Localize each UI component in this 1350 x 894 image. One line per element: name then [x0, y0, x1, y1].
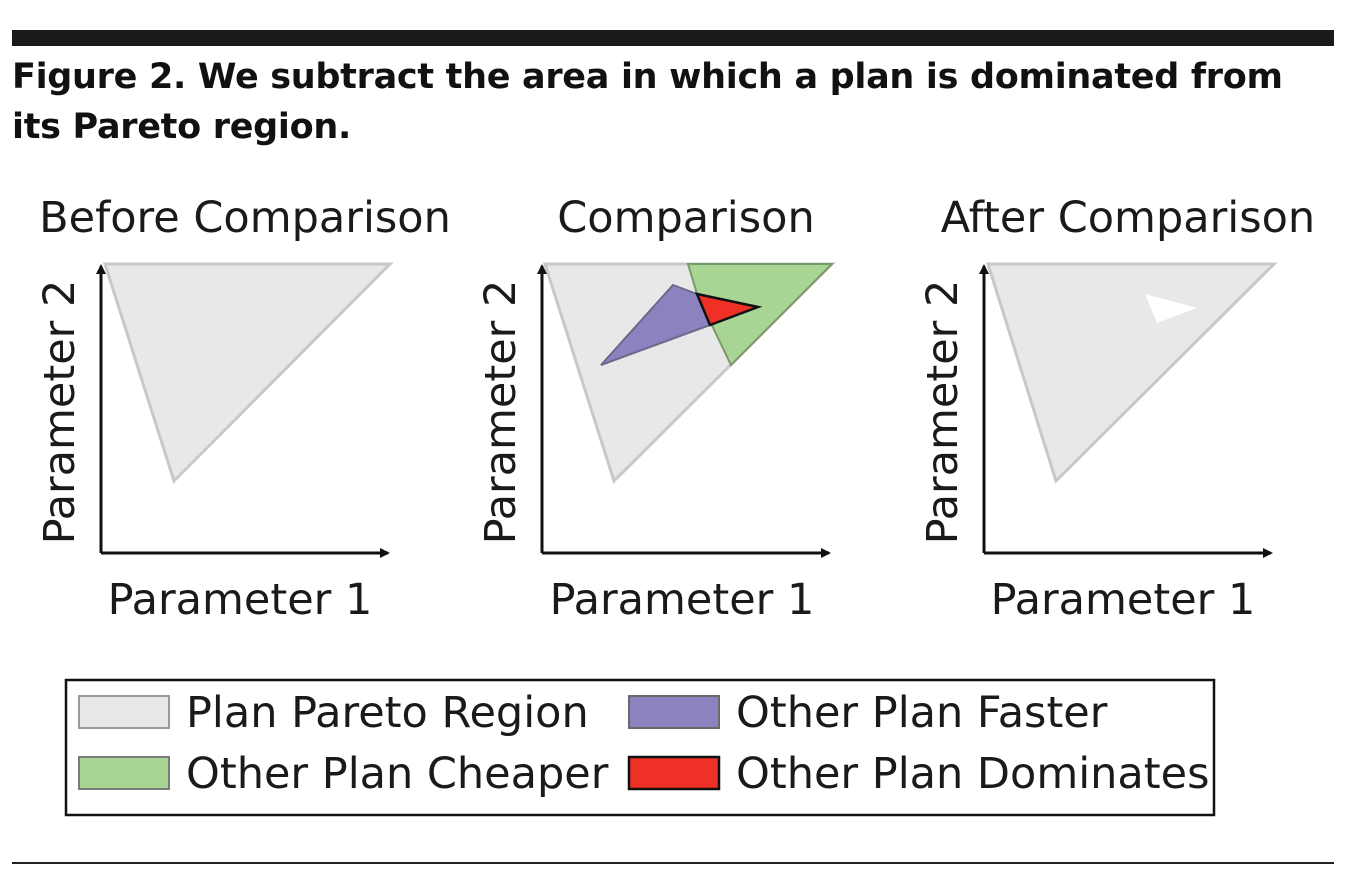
pareto-region-after — [985, 262, 1278, 484]
legend-swatch-dominates — [627, 755, 721, 791]
pareto-region-before — [102, 262, 394, 484]
legend-label-pareto: Plan Pareto Region — [186, 688, 589, 738]
panel-before-comparison: Before Comparison Parameter 1 Parameter … — [35, 193, 451, 625]
figure-caption: Figure 2. We subtract the area in which … — [12, 57, 1283, 147]
bottom-rule — [12, 862, 1334, 864]
y-axis-label-after: Parameter 2 — [918, 280, 968, 545]
panel-title-after: After Comparison — [941, 193, 1315, 243]
x-axis-label-comparison: Parameter 1 — [550, 575, 815, 625]
legend: Plan Pareto Region Other Plan Faster Oth… — [64, 678, 1216, 817]
legend-swatch-cheaper — [78, 756, 170, 790]
top-rule — [12, 30, 1334, 46]
panel-after-comparison: After Comparison Parameter 1 Parameter 2 — [918, 193, 1315, 625]
legend-swatch-pareto — [78, 695, 170, 729]
other-plan-dominates-region — [694, 292, 763, 327]
legend-swatch-faster — [628, 695, 720, 729]
y-axis-label-comparison: Parameter 2 — [476, 280, 526, 545]
panel-title-before: Before Comparison — [39, 193, 451, 243]
x-axis-label-after: Parameter 1 — [991, 575, 1256, 625]
panel-title-comparison: Comparison — [557, 193, 814, 243]
dominated-area-removed — [1145, 294, 1197, 323]
panel-comparison: Comparison Parameter 1 Parameter 2 — [476, 193, 836, 625]
legend-label-dominates: Other Plan Dominates — [736, 749, 1209, 799]
x-axis-label-before: Parameter 1 — [108, 575, 373, 625]
y-axis-label-before: Parameter 2 — [35, 280, 85, 545]
legend-label-faster: Other Plan Faster — [736, 688, 1108, 738]
other-plan-cheaper-region — [686, 263, 835, 367]
legend-label-cheaper: Other Plan Cheaper — [186, 749, 609, 799]
